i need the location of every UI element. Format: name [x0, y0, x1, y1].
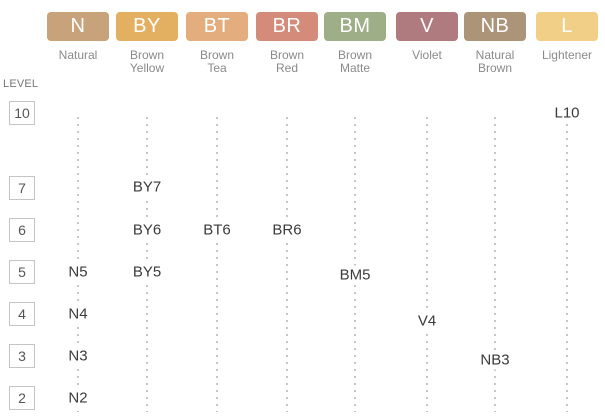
level-box-10: 10 — [9, 101, 35, 125]
shade-l10: L10 — [552, 103, 582, 123]
category-box-br: BR — [256, 12, 318, 41]
level-box-7: 7 — [9, 176, 35, 200]
category-name-bm: Brown Matte — [337, 48, 372, 75]
category-name-v: Violet — [412, 48, 442, 62]
level-box-2: 2 — [9, 386, 35, 410]
level-axis-title: LEVEL — [3, 78, 39, 90]
shade-by5: BY5 — [130, 262, 164, 282]
shade-n3: N3 — [66, 346, 90, 366]
level-box-3: 3 — [9, 344, 35, 368]
shade-v4: V4 — [415, 311, 439, 331]
level-box-5: 5 — [9, 260, 35, 284]
shade-br6: BR6 — [270, 220, 304, 240]
shade-by7: BY7 — [130, 177, 164, 197]
level-box-6: 6 — [9, 218, 35, 242]
shade-n5: N5 — [66, 262, 90, 282]
level-box-4: 4 — [9, 302, 35, 326]
category-box-bm: BM — [324, 12, 386, 41]
category-name-n: Natural — [58, 48, 98, 62]
category-name-nb: Natural Brown — [475, 48, 515, 75]
category-name-bt: Brown Tea — [199, 48, 234, 75]
shade-bt6: BT6 — [201, 220, 233, 240]
category-box-n: N — [47, 12, 109, 41]
category-box-by: BY — [116, 12, 178, 41]
category-box-v: V — [396, 12, 458, 41]
category-name-br: Brown Red — [269, 48, 304, 75]
category-name-l: Lightener — [541, 48, 593, 62]
category-box-l: L — [536, 12, 598, 41]
category-box-bt: BT — [186, 12, 248, 41]
category-box-nb: NB — [464, 12, 526, 41]
shade-n4: N4 — [66, 304, 90, 324]
shade-bm5: BM5 — [337, 265, 373, 285]
shade-by6: BY6 — [130, 220, 164, 240]
shade-n2: N2 — [66, 388, 90, 408]
shade-nb3: NB3 — [478, 350, 512, 370]
category-name-by: Brown Yellow — [129, 48, 165, 75]
